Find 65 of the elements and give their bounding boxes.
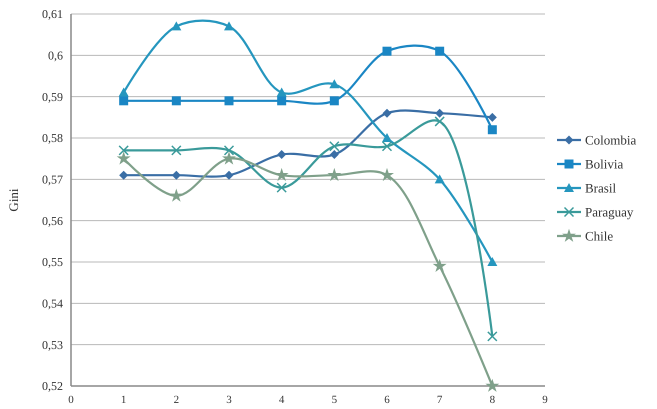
point <box>434 174 445 184</box>
point <box>488 125 497 134</box>
point <box>172 170 181 180</box>
x-tick-label: 6 <box>384 394 390 406</box>
legend-label: Bolivia <box>585 156 624 172</box>
y-tick-label: 0,61 <box>42 7 63 22</box>
y-axis-title: Gini <box>6 188 21 212</box>
y-tick-label: 0,57 <box>42 172 63 187</box>
x-tick-label: 1 <box>120 394 126 406</box>
legend-label: Paraguay <box>585 204 634 220</box>
point <box>488 112 497 122</box>
point <box>277 96 286 106</box>
legend-label: Chile <box>585 228 614 244</box>
x-tick-label: 7 <box>436 394 443 406</box>
y-tick-label: 0,52 <box>42 379 63 394</box>
y-tick-label: 0,55 <box>42 255 63 270</box>
point <box>276 88 287 97</box>
point <box>224 145 234 156</box>
point <box>171 21 182 30</box>
x-tick-label: 2 <box>174 394 180 406</box>
point <box>277 150 286 160</box>
point <box>382 141 392 152</box>
point <box>172 96 181 106</box>
x-tick-label: 0 <box>68 394 74 406</box>
point <box>116 151 131 165</box>
x-tick-label: 3 <box>226 394 232 406</box>
point <box>330 150 339 160</box>
point <box>224 21 234 30</box>
point <box>382 133 392 142</box>
y-tick-label: 0,59 <box>42 90 63 104</box>
point <box>329 79 340 88</box>
point <box>435 108 444 118</box>
x-tick-label: 5 <box>332 394 338 406</box>
point <box>224 170 234 180</box>
point <box>169 188 184 202</box>
point <box>380 168 394 182</box>
point <box>382 46 392 56</box>
point <box>487 257 498 266</box>
point <box>487 331 498 342</box>
y-tick-label: 0,58 <box>42 131 63 146</box>
point <box>327 168 342 182</box>
y-tick-label: 0,56 <box>42 214 63 228</box>
legend-label: Colombia <box>585 132 637 148</box>
point <box>118 88 129 97</box>
legend-label: Brasil <box>585 180 616 196</box>
point <box>485 378 500 392</box>
point <box>119 96 128 106</box>
point <box>382 108 392 118</box>
point <box>434 116 445 127</box>
point <box>329 141 340 152</box>
point <box>224 96 234 106</box>
x-tick-label: 8 <box>490 394 496 406</box>
point <box>276 182 287 193</box>
point <box>171 145 182 156</box>
x-tick-label: 4 <box>278 394 285 406</box>
point <box>119 170 128 180</box>
y-tick-label: 0,54 <box>42 296 63 311</box>
point <box>432 258 447 272</box>
y-tick-label: 0,6 <box>48 48 63 63</box>
y-tick-label: 0,53 <box>42 338 63 352</box>
point <box>118 145 129 156</box>
x-tick-label: 9 <box>542 394 548 406</box>
point <box>222 151 236 165</box>
point <box>330 96 339 106</box>
point <box>435 46 444 56</box>
